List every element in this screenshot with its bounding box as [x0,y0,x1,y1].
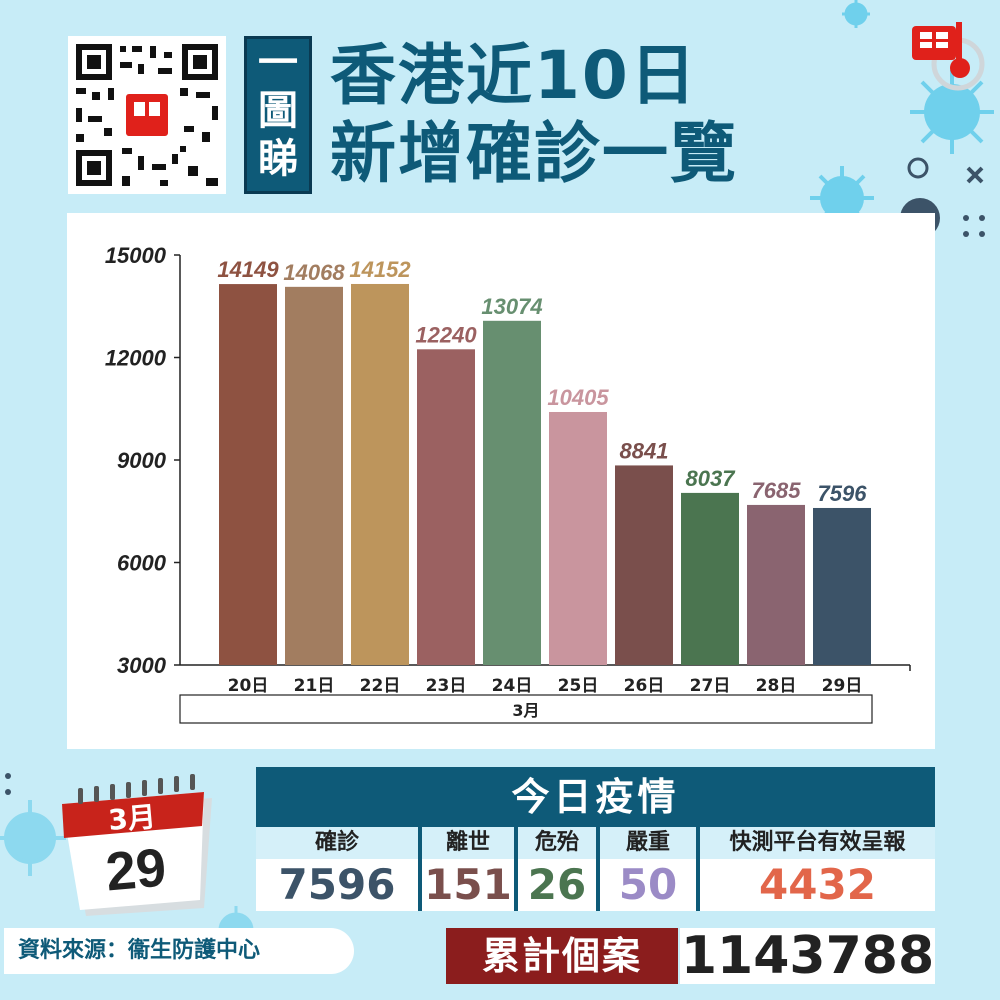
qr-code[interactable] [68,36,226,194]
badge-char: 圖 [258,88,298,134]
bar [351,283,409,665]
virus-icon [0,800,66,876]
data-label: 7685 [752,478,802,503]
cross-icon [966,166,984,184]
bar [747,504,805,665]
bar [615,465,673,665]
data-label: 13074 [481,294,542,319]
stat-value: 7596 [256,859,418,911]
today-stats-header: 今日疫情 [256,767,935,827]
x-tick-label: 26日 [624,676,665,696]
bar [219,284,277,665]
data-label: 12240 [415,322,477,347]
y-tick-label: 6000 [117,551,167,576]
bar [285,286,343,665]
dots-icon [5,773,11,795]
data-label: 14152 [349,257,411,282]
bar [483,320,541,665]
stat-label: 嚴重 [600,827,696,859]
stat-value: 50 [600,859,696,911]
data-label: 14149 [217,257,279,282]
x-tick-label: 23日 [426,676,467,696]
x-tick-label: 24日 [492,676,533,696]
dots-icon [963,215,985,237]
x-tick-label: 29日 [822,676,863,696]
chart-panel: 3000 6000 9000 12000 15000 14149 20日 14068 21日 14… [67,213,935,749]
virus-icon [842,0,870,28]
stat-value: 151 [422,859,514,911]
qr-code-icon [76,44,218,186]
x-tick-label: 27日 [690,676,731,696]
bar [681,492,739,665]
bar [417,349,475,665]
virus-icon [910,70,994,154]
page-title-line2: 新增確診一覽 [330,115,738,192]
data-source: 資料來源：衞生防護中心 [4,928,354,974]
badge-char: 睇 [258,136,298,182]
data-label: 7596 [818,481,868,506]
x-tick-label: 25日 [558,676,599,696]
dot-news-logo [912,22,985,91]
x-group-label: 3月 [512,701,539,720]
calendar-day: 29 [103,837,168,902]
stat-deaths: 離世 151 [422,827,518,911]
stat-label: 確診 [256,827,418,859]
stat-serious: 嚴重 50 [600,827,700,911]
cumulative-label: 累計個案 [446,928,678,984]
x-tick-label: 22日 [360,676,401,696]
bar-chart: 3000 6000 9000 12000 15000 14149 20日 14068 21日 14… [105,243,911,724]
stat-label: 快測平台有效呈報 [700,827,935,859]
stat-value: 26 [518,859,596,911]
calendar-icon: 3月 29 [62,774,212,916]
y-tick-label: 9000 [117,448,167,473]
stat-confirmed: 確診 7596 [256,827,422,911]
stat-label: 危殆 [518,827,596,859]
title-badge: 一 圖 睇 [244,36,312,194]
today-stats-table: 確診 7596 離世 151 危殆 26 嚴重 50 快測平台有效呈報 4432 [256,827,935,911]
data-label: 10405 [547,385,609,410]
stat-label: 離世 [422,827,514,859]
stat-critical: 危殆 26 [518,827,600,911]
data-label: 8037 [686,466,737,491]
cumulative-value: 1143788 [680,926,935,986]
x-group-box [179,694,873,724]
data-label: 8841 [620,438,669,463]
stat-rat-reports: 快測平台有效呈報 4432 [700,827,935,911]
x-tick-label: 21日 [294,676,335,696]
ring-icon [907,157,929,179]
page-title-line1: 香港近10日 [330,37,698,114]
bar [549,411,607,665]
y-tick-label: 3000 [117,653,167,678]
x-tick-label: 28日 [756,676,797,696]
calendar-month: 3月 [107,800,157,837]
stat-value: 4432 [700,859,935,911]
badge-char: 一 [258,40,298,86]
y-tick-label: 12000 [105,346,167,371]
x-tick-label: 20日 [228,676,269,696]
bar [813,507,871,665]
y-tick-label: 15000 [105,243,167,268]
data-label: 14068 [283,260,345,285]
